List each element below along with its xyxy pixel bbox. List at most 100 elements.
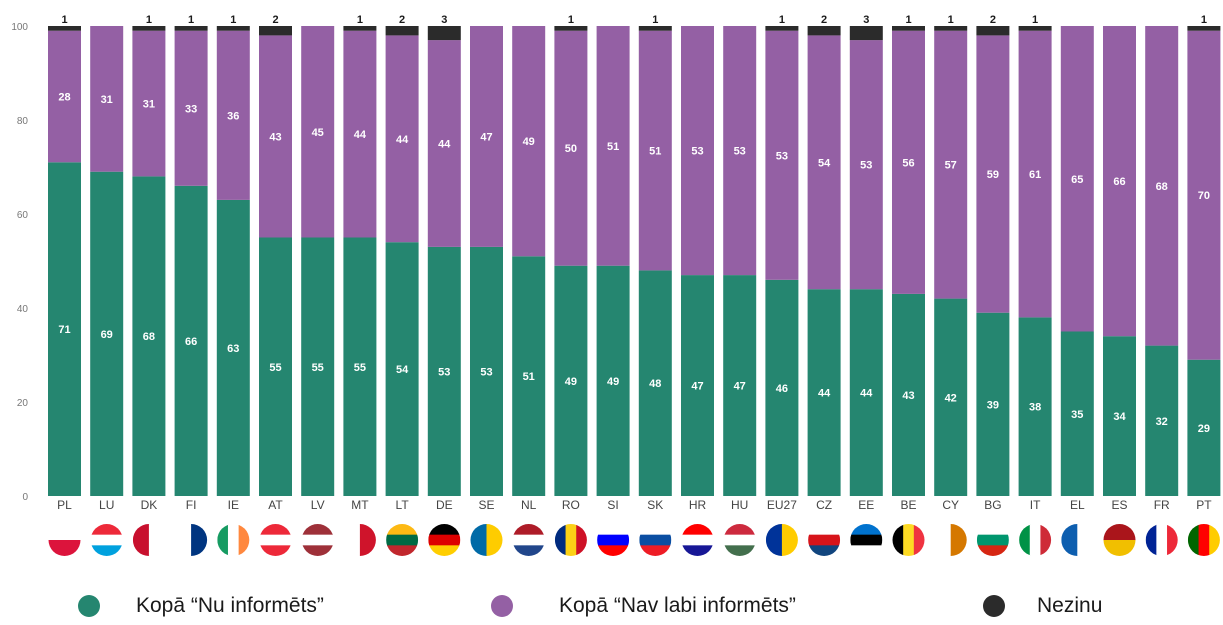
- flag-it: [1019, 524, 1052, 556]
- data-label: 66: [185, 336, 197, 348]
- flag-lv: [301, 524, 334, 556]
- data-label: 55: [269, 362, 281, 374]
- bar-segment-dont-know: [1018, 26, 1052, 31]
- x-tick-label: LU: [99, 498, 114, 512]
- x-tick-label: HR: [689, 498, 707, 512]
- data-label: 49: [565, 376, 577, 388]
- country-flags: [48, 524, 1220, 556]
- data-label: 53: [734, 146, 746, 158]
- bar-segment-informed: [427, 246, 461, 496]
- bar-segment-informed: [385, 242, 419, 496]
- flag-lu: [90, 524, 123, 556]
- data-label: 44: [396, 134, 409, 146]
- bar-segment-informed: [554, 265, 588, 496]
- bar-segment-informed: [1060, 331, 1094, 496]
- bar-segment-informed: [343, 237, 377, 496]
- data-label: 1: [568, 14, 574, 26]
- bar-segment-not-informed: [259, 35, 292, 238]
- data-label: 2: [990, 14, 996, 26]
- x-tick-label: EL: [1070, 498, 1085, 512]
- data-label: 31: [101, 94, 113, 106]
- y-tick-label: 20: [17, 398, 29, 409]
- bar-segment-dont-know: [48, 26, 81, 31]
- flag-pl: [48, 524, 81, 556]
- bar-group-it: 38 61 1: [1018, 14, 1052, 496]
- bar-segment-informed: [849, 289, 883, 496]
- bar-group-hr: 47 53: [681, 26, 714, 496]
- x-tick-label: BE: [900, 498, 916, 512]
- bar-group-el: 35 65: [1060, 26, 1094, 496]
- legend-item-dont-know: Nezinu: [983, 594, 1102, 618]
- data-label: 47: [734, 381, 746, 393]
- flag-pt: [1187, 524, 1220, 556]
- data-label: 2: [399, 14, 405, 26]
- data-label: 34: [1113, 411, 1126, 423]
- bar-segment-dont-know: [1187, 26, 1221, 31]
- x-tick-label: AT: [268, 498, 283, 512]
- bar-group-si: 49 51: [596, 26, 630, 496]
- data-label: 44: [818, 388, 831, 400]
- data-label: 54: [818, 157, 831, 169]
- bar-segment-not-informed: [132, 30, 166, 177]
- bar-segment-not-informed: [385, 35, 419, 243]
- data-label: 1: [1201, 14, 1207, 26]
- x-tick-label: HU: [731, 498, 748, 512]
- bar-segment-not-informed: [934, 30, 968, 299]
- bar-segment-not-informed: [1103, 26, 1136, 337]
- data-label: 59: [987, 169, 999, 181]
- bar-segment-informed: [1018, 317, 1052, 496]
- bar-segment-dont-know: [976, 26, 1010, 36]
- bar-group-bg: 39 59 2: [976, 14, 1010, 496]
- flag-be: [892, 524, 925, 556]
- legend-label-dont-know: Nezinu: [1037, 594, 1103, 617]
- data-label: 61: [1029, 169, 1041, 181]
- flag-ro: [554, 524, 587, 556]
- legend-label-not-informed: Kopā “Nav labi informēts”: [559, 594, 796, 617]
- bar-segment-informed: [48, 162, 81, 497]
- data-label: 1: [905, 14, 911, 26]
- bar-segment-not-informed: [427, 40, 461, 247]
- flag-fr: [1145, 524, 1178, 556]
- x-tick-label: CY: [942, 498, 959, 512]
- data-label: 45: [312, 127, 324, 139]
- data-label: 42: [945, 392, 957, 404]
- bar-segment-informed: [470, 246, 503, 496]
- bar-segment-informed: [512, 256, 546, 496]
- data-label: 53: [480, 366, 492, 378]
- data-label: 32: [1156, 416, 1168, 428]
- bar-segment-dont-know: [427, 26, 461, 41]
- legend-swatch-not-informed: [491, 595, 513, 617]
- bar-segment-dont-know: [934, 26, 968, 31]
- bar-group-sk: 48 51 1: [638, 14, 672, 496]
- data-label: 44: [860, 388, 873, 400]
- flag-ee: [850, 524, 883, 556]
- flag-de: [428, 524, 461, 556]
- flag-mt: [343, 524, 376, 556]
- bar-group-cy: 42 57 1: [934, 14, 968, 496]
- bar-segment-not-informed: [723, 26, 757, 276]
- bar-segment-informed: [1103, 336, 1136, 496]
- bar-group-pt: 29 70 1: [1187, 14, 1221, 496]
- bar-group-ie: 63 36 1: [216, 14, 250, 496]
- data-label: 39: [987, 399, 999, 411]
- x-tick-label: IT: [1030, 498, 1041, 512]
- data-label: 1: [652, 14, 658, 26]
- bar-group-fi: 66 33 1: [174, 14, 208, 497]
- data-label: 28: [58, 92, 70, 104]
- x-tick-label: SE: [478, 498, 494, 512]
- bar-group-lt: 54 44 2: [385, 14, 419, 496]
- data-label: 49: [523, 136, 535, 148]
- data-label: 1: [146, 14, 152, 26]
- bar-segment-not-informed: [470, 26, 503, 247]
- legend-swatch-dont-know: [983, 595, 1005, 617]
- bar-group-de: 53 44 3: [427, 14, 461, 496]
- flag-nl: [512, 524, 545, 556]
- bar-segment-informed: [976, 312, 1010, 496]
- data-label: 2: [821, 14, 827, 26]
- data-label: 51: [649, 146, 661, 158]
- bar-group-ro: 49 50 1: [554, 14, 588, 496]
- bar-segment-not-informed: [892, 30, 925, 294]
- bar-segment-informed: [807, 289, 841, 496]
- bar-segment-informed: [892, 293, 925, 496]
